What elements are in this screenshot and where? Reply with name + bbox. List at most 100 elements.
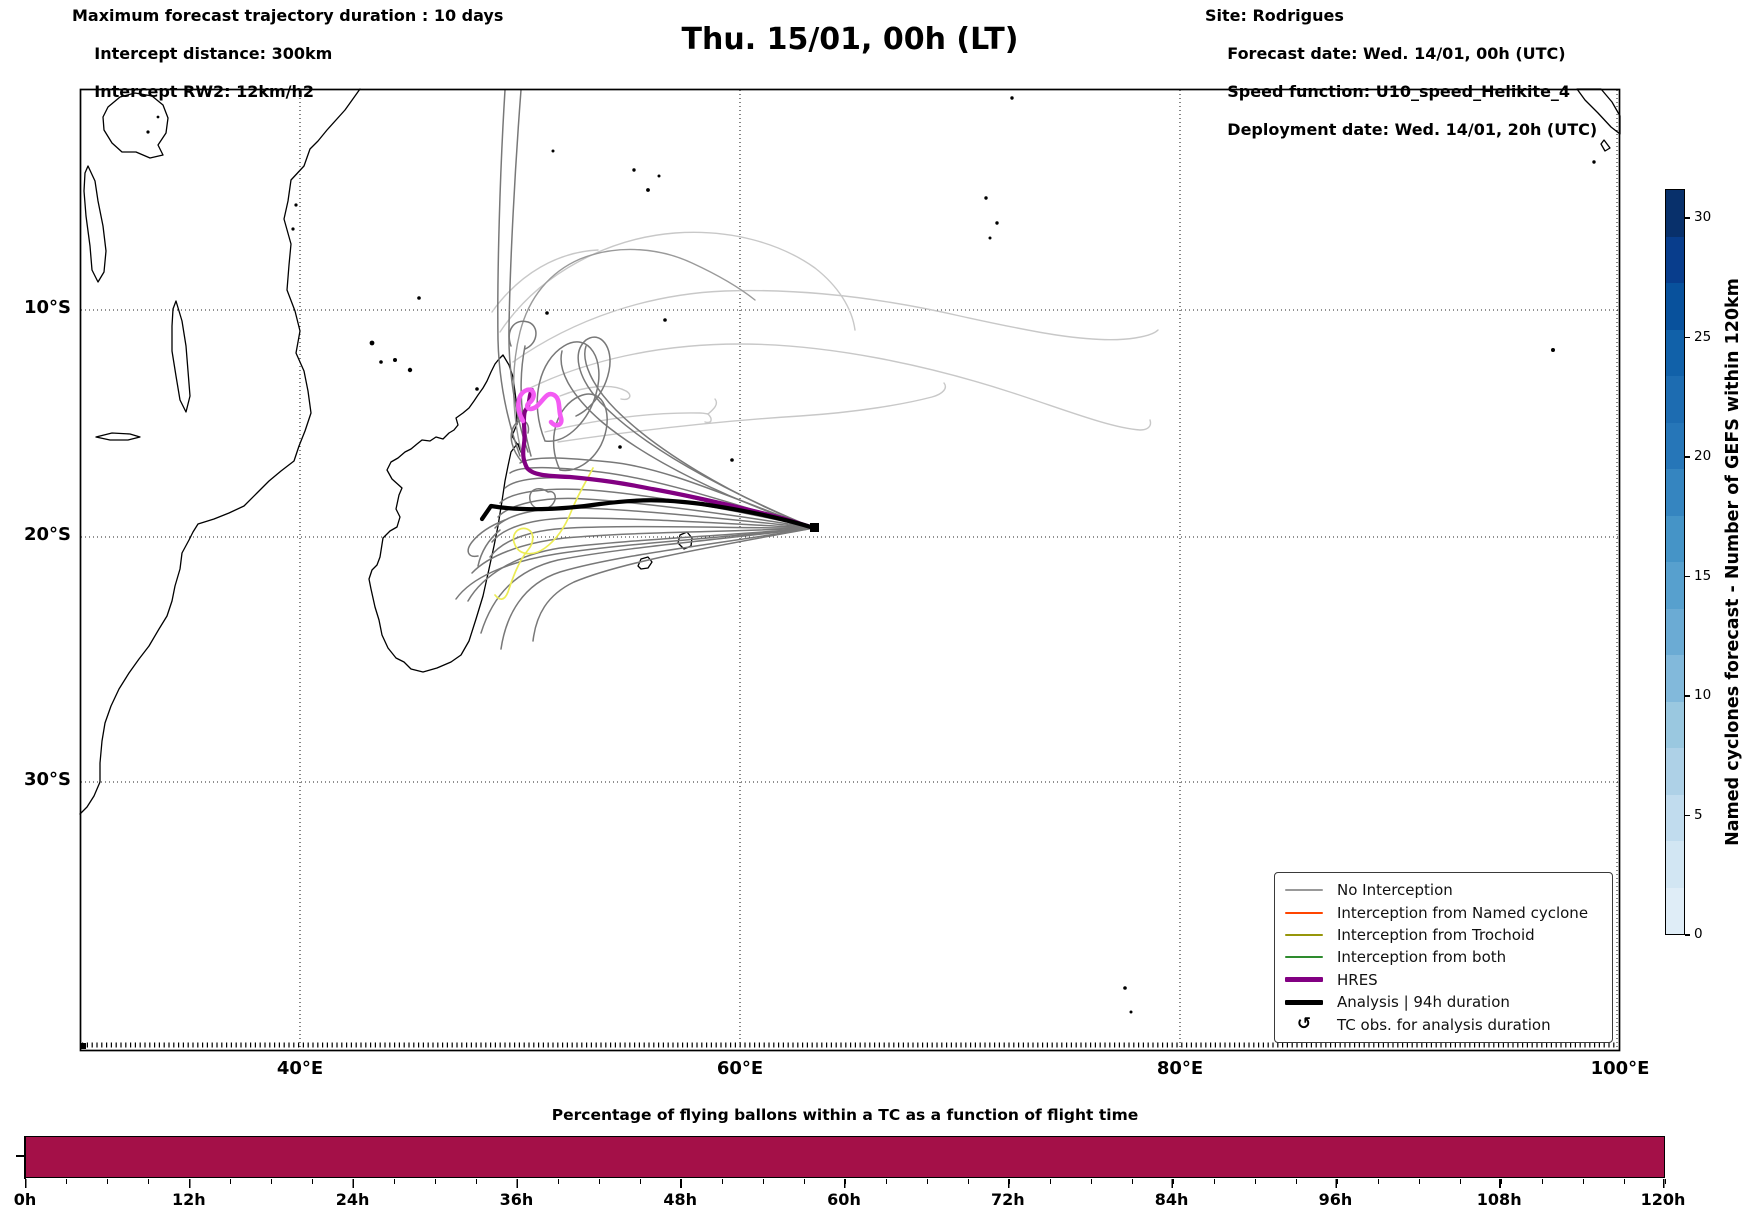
colorbar-segment-15	[1666, 887, 1684, 934]
colorbar-segment-8	[1666, 562, 1684, 609]
colorbar-tick-label: 10	[1694, 687, 1712, 703]
colorbar-tick	[1685, 934, 1690, 936]
ytick-30s: 30°S	[23, 769, 71, 790]
colorbar-segment-14	[1666, 841, 1684, 888]
legend-line-swatch	[1285, 977, 1323, 983]
intercept-distance-text: Intercept distance: 300km	[94, 44, 333, 63]
colorbar-tick	[1685, 814, 1690, 817]
flight-time-label: 36h	[499, 1190, 534, 1209]
colorbar-segment-13	[1666, 794, 1684, 841]
legend-color-line	[1285, 956, 1323, 959]
bottom-chart-ytick	[16, 1155, 25, 1157]
colorbar-segment-5	[1666, 422, 1684, 469]
colorbar-segment-11	[1666, 701, 1684, 748]
flight-time-label: 24h	[335, 1190, 370, 1209]
legend-row-2: Interception from Trochoid	[1285, 924, 1602, 946]
xtick-100e: 100°E	[1590, 1058, 1650, 1079]
legend-row-5: Analysis | 94h duration	[1285, 991, 1602, 1013]
legend-color-line	[1285, 911, 1323, 914]
legend-line-swatch	[1285, 934, 1323, 937]
legend-line-swatch	[1285, 911, 1323, 914]
colorbar-segment-4	[1666, 376, 1684, 423]
colorbar-tick	[1685, 695, 1690, 697]
madagascar	[368, 354, 518, 673]
legend-row-4: HRES	[1285, 969, 1602, 991]
colorbar-segment-2	[1666, 283, 1684, 330]
xtick-60e: 60°E	[716, 1058, 764, 1079]
sumatra-corner	[1576, 88, 1621, 135]
bottom-chart-left-spine	[24, 1136, 26, 1179]
legend-label: Analysis | 94h duration	[1337, 993, 1510, 1012]
map-frame	[79, 88, 1621, 1052]
reunion-island	[637, 556, 653, 570]
colorbar-segment-1	[1666, 236, 1684, 283]
colorbar-tick	[1685, 456, 1690, 458]
trajectories-light-gray	[491, 231, 1159, 443]
colorbar-tick-label: 20	[1694, 448, 1712, 464]
legend-row-1: Interception from Named cyclone	[1285, 902, 1602, 924]
colorbar-tick-label: 15	[1694, 567, 1712, 584]
coastlines	[79, 88, 1621, 815]
flight-time-label: 12h	[171, 1190, 206, 1209]
header-right-block: Site: Rodrigues Forecast date: Wed. 14/0…	[1205, 6, 1597, 158]
flight-time-label: 48h	[663, 1190, 698, 1209]
legend-line-swatch	[1285, 999, 1323, 1005]
speed-function-text: Speed function: U10_speed_Helikite_4	[1227, 82, 1571, 101]
cyclone-rotation-icon: ↺	[1296, 1014, 1312, 1035]
map-legend: No Interception Interception from Named c…	[1274, 872, 1613, 1043]
lake-malawi	[171, 300, 191, 413]
small-islands	[146, 96, 1596, 1014]
legend-label: HRES	[1337, 970, 1378, 989]
legend-line-swatch	[1285, 889, 1323, 892]
intercept-rw2-text: Intercept RW2: 12km/h2	[94, 82, 315, 101]
flight-time-label: 72h	[990, 1190, 1025, 1209]
legend-color-line	[1285, 889, 1323, 892]
flight-time-label: 84h	[1154, 1190, 1189, 1209]
colorbar-segment-3	[1666, 329, 1684, 376]
lake-sliver	[95, 432, 141, 441]
legend-label: No Interception	[1337, 881, 1453, 900]
legend-label: TC obs. for analysis duration	[1337, 1015, 1551, 1034]
trajectories-medium-gray	[512, 248, 756, 463]
colorbar-label: Named cyclones forecast - Number of GEFS…	[1723, 278, 1743, 846]
xtick-80e: 80°E	[1156, 1058, 1204, 1079]
legend-label: Interception from Named cyclone	[1337, 903, 1589, 922]
colorbar-tick-label: 25	[1694, 328, 1712, 345]
max-duration-text: Maximum forecast trajectory duration : 1…	[72, 6, 504, 25]
legend-label: Interception from Trochoid	[1337, 926, 1535, 945]
colorbar	[1665, 189, 1685, 935]
ytick-10s: 10°S	[23, 297, 71, 318]
flight-time-label: 60h	[827, 1190, 861, 1209]
trajectories-gefs	[455, 89, 815, 650]
xtick-40e: 40°E	[276, 1058, 324, 1079]
site-text: Site: Rodrigues	[1205, 6, 1344, 25]
release-site-marker	[810, 523, 819, 532]
legend-color-line	[1285, 999, 1323, 1005]
legend-row-6: ↺ TC obs. for analysis duration	[1285, 1014, 1602, 1036]
legend-color-line	[1285, 934, 1323, 937]
colorbar-segment-6	[1666, 469, 1684, 516]
legend-color-line	[1285, 977, 1323, 983]
sumatra-islet	[1600, 139, 1611, 152]
flight-time-bar	[25, 1136, 1665, 1178]
header-left-block: Maximum forecast trajectory duration : 1…	[72, 6, 503, 120]
trajectory-analysis	[479, 498, 817, 531]
flight-time-label: 120h	[1640, 1190, 1686, 1209]
trajectory-trochoid	[494, 467, 594, 600]
colorbar-segment-12	[1666, 748, 1684, 795]
colorbar-tick	[1685, 217, 1690, 219]
colorbar-segment-9	[1666, 608, 1684, 655]
deployment-date-text: Deployment date: Wed. 14/01, 20h (UTC)	[1227, 120, 1598, 139]
trajectory-hres	[521, 387, 817, 531]
colorbar-tick	[1685, 336, 1690, 339]
legend-row-0: No Interception	[1285, 879, 1602, 901]
lake-tanganyika	[83, 165, 107, 283]
flight-time-label: 108h	[1476, 1190, 1522, 1209]
colorbar-tick-label: 30	[1694, 209, 1712, 225]
colorbar-tick-label: 5	[1694, 806, 1703, 823]
flight-time-label: 96h	[1318, 1190, 1353, 1209]
forecast-date-text: Forecast date: Wed. 14/01, 00h (UTC)	[1227, 44, 1566, 63]
legend-row-3: Interception from both	[1285, 946, 1602, 968]
tc-obs-icon: ↺	[1285, 1016, 1323, 1033]
